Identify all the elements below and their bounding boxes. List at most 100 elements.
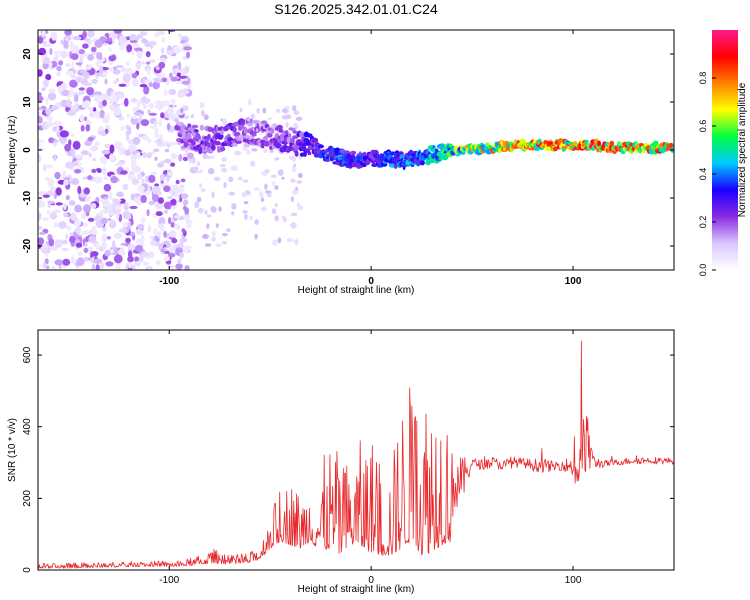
spectrogram-cell (260, 120, 268, 125)
spectrogram-cell (191, 124, 199, 129)
spectrogram-cell (214, 140, 221, 146)
colorbar-ticks: 0.0 0.2 0.4 0.6 0.8 (698, 72, 716, 276)
spectrogram-cell (106, 37, 113, 42)
spectrogram-cell (61, 89, 70, 97)
spectrogram-cell (194, 201, 200, 209)
spectrogram-cell (130, 159, 137, 167)
spectrogram-cell (146, 209, 150, 217)
spectrogram-cell (115, 263, 121, 270)
spectrogram-cell (152, 81, 160, 90)
spectrogram-cell (56, 72, 61, 76)
spectrogram-cell (80, 150, 89, 156)
spectrogram-cell (125, 213, 131, 220)
spectrogram-cell (158, 61, 166, 69)
spectrogram-cell (221, 118, 227, 126)
spectrogram-cell (131, 72, 138, 79)
spectrogram-cell (253, 187, 260, 191)
spectrogram-cell (267, 117, 272, 121)
colorbar-tick-label: 0.2 (698, 216, 708, 229)
spectrogram-cell (151, 186, 161, 194)
spectrogram-cell (136, 50, 143, 59)
spectrogram-cell (83, 82, 93, 87)
spectrogram-cell (158, 72, 165, 80)
snr-series-line (38, 340, 674, 569)
spectrogram-cell (120, 170, 128, 175)
spectrogram-cell (141, 178, 145, 185)
spectrogram-cell (159, 133, 163, 141)
spectrogram-cell (246, 122, 254, 127)
spectrogram-cell (65, 70, 75, 76)
spectrogram-cell (135, 228, 144, 236)
spectrogram-cell (154, 120, 158, 127)
spectrogram-cell (260, 142, 265, 149)
spectrogram-cell (140, 234, 145, 243)
spectrogram-cell (271, 208, 277, 215)
spectrogram-cell (80, 125, 85, 132)
spectrogram-cell (291, 156, 296, 162)
spectrogram-cell (183, 205, 187, 211)
spectrogram-cell (112, 209, 122, 213)
spectrogram-cell (281, 215, 286, 221)
spectrogram-cell (212, 230, 216, 237)
spectrogram-cell (166, 123, 171, 131)
spectrogram-cell (669, 142, 674, 148)
spectrogram-cell (69, 88, 74, 97)
spectrogram-cell (206, 223, 210, 230)
spectrogram-cell (240, 121, 246, 126)
spectrogram-cell (485, 142, 490, 147)
spectrogram-cell (159, 173, 165, 182)
spectrogram-cell (419, 160, 425, 166)
spectrogram-cell (83, 256, 91, 262)
spectrogram-cell (94, 39, 103, 48)
spectrogram-cell (122, 73, 132, 83)
spectrogram-cell (203, 114, 209, 121)
spectrogram-cell (69, 79, 78, 88)
spectrogram-cell (64, 143, 71, 152)
spectrogram-x-tick-label: 0 (368, 276, 374, 287)
spectrogram-cell (293, 145, 300, 151)
spectrogram-cell (103, 176, 109, 181)
spectrogram-cell (163, 209, 168, 214)
spectrogram-cell (250, 113, 256, 120)
spectrogram-cell (103, 203, 110, 208)
spectrogram-cell (297, 141, 305, 147)
spectrogram-cell (94, 176, 103, 184)
snr-x-tick-label: 100 (565, 575, 582, 586)
spectrogram-cell (94, 141, 100, 147)
spectrogram-cell (38, 138, 43, 144)
spectrogram-cell (272, 181, 276, 186)
spectrogram-cell (99, 199, 108, 203)
spectrogram-cell (107, 191, 113, 201)
spectrogram-cell (173, 65, 178, 69)
spectrogram-cell (129, 205, 138, 210)
spectrogram-cell (116, 93, 123, 99)
spectrogram-y-label: Frequency (Hz) (7, 116, 18, 185)
spectrogram-cell (248, 98, 252, 106)
snr-y-tick-label: 400 (22, 418, 33, 435)
spectrogram-cell (285, 121, 289, 128)
snr-panel: -100 0 100 0 200 400 600 Height of straight l… (7, 329, 675, 595)
spectrogram-cell (161, 36, 166, 43)
spectrogram-cell (91, 46, 97, 53)
spectrogram-cell (99, 109, 105, 119)
spectrogram-cell (57, 85, 62, 93)
spectrogram-cell (110, 218, 115, 226)
spectrogram-cell (109, 153, 115, 162)
spectrogram-cell (63, 213, 68, 218)
spectrogram-cell (112, 198, 118, 204)
spectrogram-cell (183, 46, 193, 51)
spectrogram-cell (87, 54, 95, 61)
spectrogram-cell (206, 214, 212, 218)
spectrogram-cell (218, 206, 222, 212)
spectrogram-cell (118, 83, 127, 87)
spectrogram-cell (250, 160, 256, 167)
spectrogram-cell (251, 133, 257, 137)
spectrogram-cell (70, 52, 79, 61)
snr-y-label: SNR (10 * v/v) (7, 418, 18, 482)
spectrogram-cell (119, 45, 124, 51)
spectrogram-cell (104, 128, 109, 134)
spectrogram-cell (187, 131, 192, 139)
spectrogram-cell (290, 196, 295, 202)
spectrogram-cell (202, 234, 209, 239)
spectrogram-cell (173, 46, 182, 54)
